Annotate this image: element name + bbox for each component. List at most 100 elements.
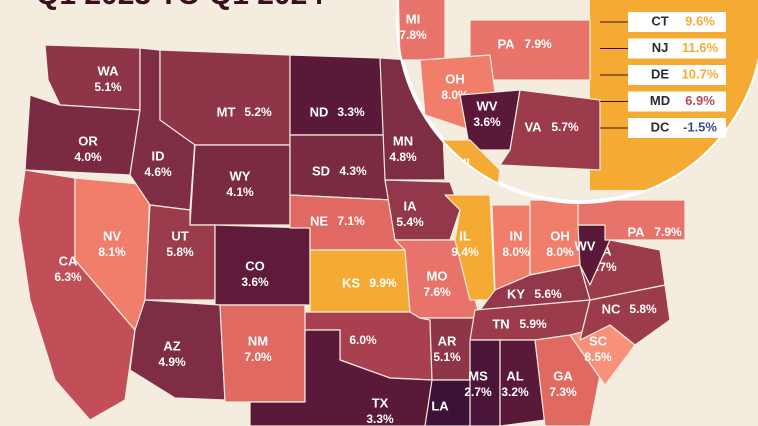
state-value: 7.6% <box>423 285 451 299</box>
state-label: KS <box>342 275 360 290</box>
state-value: 4.6% <box>144 165 172 179</box>
callouts: CT 9.6% NJ 11.6% DE 10.7% MD 6.9% DC -1.5% <box>600 12 726 138</box>
state <box>577 199 686 241</box>
state-value: 4.1% <box>226 185 254 199</box>
state-label: KY <box>507 286 525 301</box>
state-value: 6.0% <box>349 333 377 347</box>
callout-box <box>628 118 726 138</box>
state-value: 9.9% <box>369 276 397 290</box>
state-value: 6.3% <box>54 270 82 284</box>
state <box>159 49 291 146</box>
callout-label: MD <box>650 93 670 108</box>
state-label: OH <box>550 228 570 243</box>
state-value: 5.8% <box>166 245 194 259</box>
state-value: 5.6% <box>534 287 562 301</box>
state-label: IA <box>404 198 418 213</box>
state-value: 7.9% <box>654 225 682 239</box>
state-label: TN <box>492 316 509 331</box>
state-label: LA <box>431 398 449 413</box>
callout-box <box>628 12 726 32</box>
state-value: 7.0% <box>244 350 272 364</box>
state-value: 9.9% <box>448 172 476 186</box>
state-value: 5.7% <box>551 120 579 134</box>
state-label: IL <box>459 228 471 243</box>
state-value: 4.8% <box>389 150 417 164</box>
state-label: PA <box>497 36 515 51</box>
state-label: WI <box>454 155 470 170</box>
callout-value: 10.7% <box>682 66 719 81</box>
state-label: SD <box>312 163 330 178</box>
state-label: AZ <box>163 338 180 353</box>
state-label: NC <box>602 301 621 316</box>
state-value: 3.3% <box>337 105 365 119</box>
state-value: 5.9% <box>519 317 547 331</box>
state-value: 8.0% <box>546 245 574 259</box>
state-label: MN <box>393 133 413 148</box>
state <box>534 334 601 426</box>
state-label: OH <box>445 71 465 86</box>
callout-value: 9.6% <box>685 13 715 28</box>
state-label: IN <box>510 228 523 243</box>
state-value: 3.2% <box>501 385 529 399</box>
state-value: 7.8% <box>399 28 427 42</box>
state <box>384 179 461 241</box>
callout-value: -1.5% <box>683 119 717 134</box>
state-label: ND <box>310 104 329 119</box>
state-value: 5.2% <box>244 105 272 119</box>
callout-label: NJ <box>652 40 669 55</box>
state <box>469 339 501 426</box>
state <box>424 379 476 426</box>
state-label: AR <box>438 333 457 348</box>
state-value: 4.0% <box>74 150 102 164</box>
state-label: WV <box>575 238 596 253</box>
state-label: WA <box>98 63 120 78</box>
state-label: NV <box>103 228 121 243</box>
callout-label: DC <box>651 119 670 134</box>
state-label: MI <box>406 11 420 26</box>
state-value: 8.1% <box>98 245 126 259</box>
state-label: WY <box>230 168 251 183</box>
state <box>44 44 141 111</box>
state <box>289 54 386 136</box>
state-value: 9.4% <box>451 245 479 259</box>
callout-box <box>628 38 726 59</box>
callout-value: 11.6% <box>682 40 719 55</box>
callout-label: DE <box>651 66 669 81</box>
state-value: 5.8% <box>629 302 657 316</box>
state-label: AL <box>506 368 523 383</box>
callout-label: CT <box>651 13 668 28</box>
state-label: NE <box>310 213 328 228</box>
state-label: TX <box>372 395 389 410</box>
state <box>249 329 461 426</box>
state-label: SC <box>589 333 608 348</box>
state-value: 2.7% <box>464 385 492 399</box>
state <box>499 89 601 171</box>
state-label: NM <box>248 333 268 348</box>
state-value: 3.6% <box>473 115 501 129</box>
state-label: MS <box>468 368 488 383</box>
state-label: GA <box>553 368 573 383</box>
state-value: 7.9% <box>524 37 552 51</box>
state-value: 7.3% <box>549 385 577 399</box>
state-label: OR <box>78 133 98 148</box>
state-label: ID <box>152 148 165 163</box>
state-value: 4.3% <box>339 164 367 178</box>
state-value: 4.9% <box>158 355 186 369</box>
callout-value: 6.9% <box>685 93 715 108</box>
state-label: MT <box>217 104 236 119</box>
state-value: 8.5% <box>584 350 612 364</box>
state-value: 5.4% <box>396 215 424 229</box>
state-label: UT <box>171 228 188 243</box>
state-value: 3.6% <box>241 275 269 289</box>
state-value: 7.1% <box>337 214 365 228</box>
state-label: PA <box>627 224 645 239</box>
state-label: MO <box>427 268 448 283</box>
state-value: 3.3% <box>366 412 394 426</box>
state-value: 5.1% <box>94 80 122 94</box>
state-value: 8.0% <box>502 245 530 259</box>
state-label: CO <box>245 258 265 273</box>
state-value: 5.1% <box>433 350 461 364</box>
state-label: CA <box>59 253 78 268</box>
title: Q1 2023 TO Q1 2024 <box>36 0 324 11</box>
